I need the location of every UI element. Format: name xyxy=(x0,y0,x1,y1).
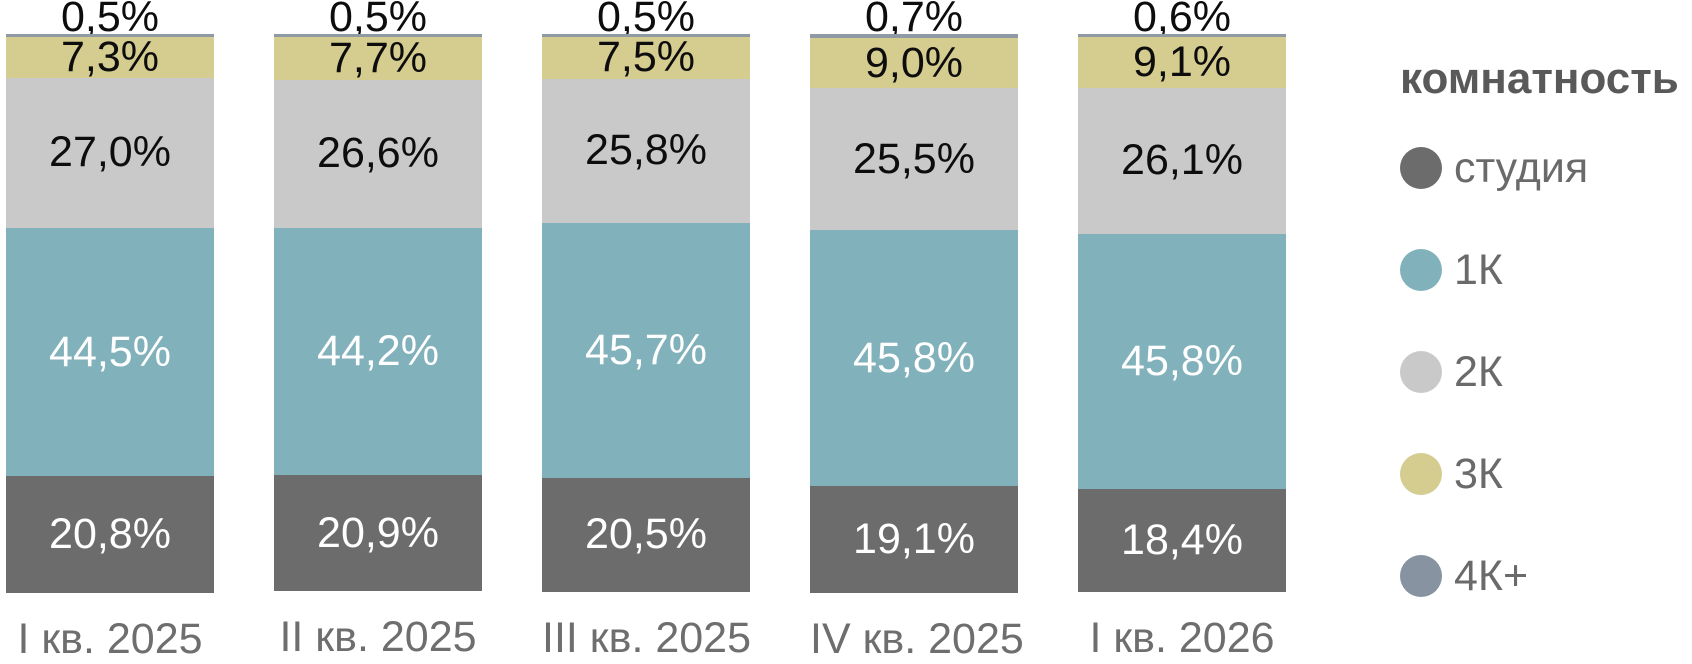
bar-segment-studio: 18,4% xyxy=(1078,489,1286,592)
legend: комнатность студия 1К 2К 3К 4К+ xyxy=(1400,54,1692,600)
bar-segment-4k-plus xyxy=(274,34,482,37)
value-label-4k-plus: 0,5% xyxy=(596,0,695,41)
bar-stack: 9,1% 26,1% 45,8% 18,4% xyxy=(1078,34,1286,592)
legend-marker-1k xyxy=(1400,249,1442,291)
value-label-4k-plus: 0,7% xyxy=(864,0,963,41)
legend-marker-studio xyxy=(1400,147,1442,189)
legend-label-4k-plus: 4К+ xyxy=(1454,551,1529,600)
value-label-studio: 20,5% xyxy=(585,510,707,559)
value-label-2k: 25,8% xyxy=(585,126,707,175)
value-label-2k: 25,5% xyxy=(853,134,975,183)
bar-segment-studio: 20,8% xyxy=(6,476,214,593)
legend-label-2k: 2К xyxy=(1454,347,1503,396)
bar-column: 0,7% 9,0% 25,5% 45,8% 19,1% IV кв. 2025 xyxy=(810,0,1024,664)
bar-segment-3k: 9,1% xyxy=(1078,37,1286,89)
value-label-2k: 26,6% xyxy=(317,129,439,178)
value-label-3k: 9,1% xyxy=(1132,38,1231,87)
category-label: III кв. 2025 xyxy=(542,613,751,662)
legend-marker-3k xyxy=(1400,453,1442,495)
category-label: I кв. 2025 xyxy=(17,614,203,663)
legend-marker-4k-plus xyxy=(1400,555,1442,597)
bar-stack: 7,7% 26,6% 44,2% 20,9% xyxy=(274,33,482,592)
bar-stack: 9,0% 25,5% 45,8% 19,1% xyxy=(810,34,1018,593)
value-label-1k: 45,8% xyxy=(853,333,975,382)
bar-column: 0,5% 7,3% 27,0% 44,5% 20,8% I кв. 2025 xyxy=(6,0,214,664)
legend-marker-2k xyxy=(1400,351,1442,393)
value-label-1k: 45,8% xyxy=(1121,337,1243,386)
legend-item-studio: студия xyxy=(1400,144,1692,192)
bar-segment-2k: 25,8% xyxy=(542,78,750,223)
value-label-studio: 19,1% xyxy=(853,514,975,563)
bar-segment-studio: 19,1% xyxy=(810,485,1018,593)
legend-label-3k: 3К xyxy=(1454,449,1503,498)
value-label-2k: 26,1% xyxy=(1121,136,1243,185)
value-label-4k-plus: 0,6% xyxy=(1132,0,1231,41)
bar-segment-3k: 7,7% xyxy=(274,33,482,82)
bar-stack: 7,3% 27,0% 44,5% 20,8% xyxy=(6,34,214,593)
bar-segment-1k: 45,8% xyxy=(810,230,1018,486)
bar-segment-4k-plus xyxy=(1078,34,1286,38)
value-label-studio: 18,4% xyxy=(1121,516,1243,565)
legend-item-2k: 2К xyxy=(1400,348,1692,396)
legend-item-1k: 1К xyxy=(1400,246,1692,294)
bar-segment-studio: 20,9% xyxy=(274,474,482,592)
value-label-3k: 9,0% xyxy=(864,38,963,87)
value-label-1k: 44,5% xyxy=(49,327,171,376)
bar-column: 0,5% 7,5% 25,8% 45,7% 20,5% III кв. 2025 xyxy=(542,0,751,664)
category-label: II кв. 2025 xyxy=(279,613,477,662)
value-label-3k: 7,3% xyxy=(60,32,159,81)
value-label-studio: 20,9% xyxy=(317,508,439,557)
bar-segment-3k: 9,0% xyxy=(810,37,1018,89)
bar-segment-1k: 44,2% xyxy=(274,228,482,475)
bar-stack: 7,5% 25,8% 45,7% 20,5% xyxy=(542,34,750,592)
bar-column: 0,6% 9,1% 26,1% 45,8% 18,4% I кв. 2026 xyxy=(1078,0,1286,664)
value-label-studio: 20,8% xyxy=(49,509,171,558)
bar-segment-2k: 25,5% xyxy=(810,88,1018,231)
bar-segment-studio: 20,5% xyxy=(542,477,750,592)
legend-title: комнатность xyxy=(1400,54,1679,103)
value-label-2k: 27,0% xyxy=(49,128,171,177)
legend-item-4k-plus: 4К+ xyxy=(1400,552,1692,600)
value-label-3k: 7,7% xyxy=(328,33,427,82)
legend-label-1k: 1К xyxy=(1454,245,1503,294)
value-label-1k: 45,7% xyxy=(585,325,707,374)
category-label: I кв. 2026 xyxy=(1089,613,1275,662)
bar-segment-1k: 45,7% xyxy=(542,222,750,478)
plot-area: 0,5% 7,3% 27,0% 44,5% 20,8% I кв. 2025 0,5% 7,7… xyxy=(6,0,1286,664)
value-label-1k: 44,2% xyxy=(317,326,439,375)
bar-segment-3k: 7,3% xyxy=(6,32,214,81)
bar-segment-2k: 27,0% xyxy=(6,77,214,229)
category-label: IV кв. 2025 xyxy=(810,614,1024,663)
value-label-3k: 7,5% xyxy=(596,33,695,82)
bar-segment-1k: 44,5% xyxy=(6,228,214,477)
value-label-4k-plus: 0,5% xyxy=(328,0,427,41)
bar-segment-2k: 26,1% xyxy=(1078,88,1286,234)
value-label-4k-plus: 0,5% xyxy=(60,0,159,41)
bar-segment-4k-plus xyxy=(6,34,214,37)
legend-label-studio: студия xyxy=(1454,143,1589,192)
bar-segment-4k-plus xyxy=(810,34,1018,38)
bar-segment-2k: 26,6% xyxy=(274,79,482,229)
bar-segment-1k: 45,8% xyxy=(1078,233,1286,490)
bar-column: 0,5% 7,7% 26,6% 44,2% 20,9% II кв. 2025 xyxy=(274,0,482,664)
bar-segment-3k: 7,5% xyxy=(542,33,750,82)
bar-segment-4k-plus xyxy=(542,34,750,37)
legend-item-3k: 3К xyxy=(1400,450,1692,498)
legend-items: студия 1К 2К 3К 4К+ xyxy=(1400,144,1692,600)
